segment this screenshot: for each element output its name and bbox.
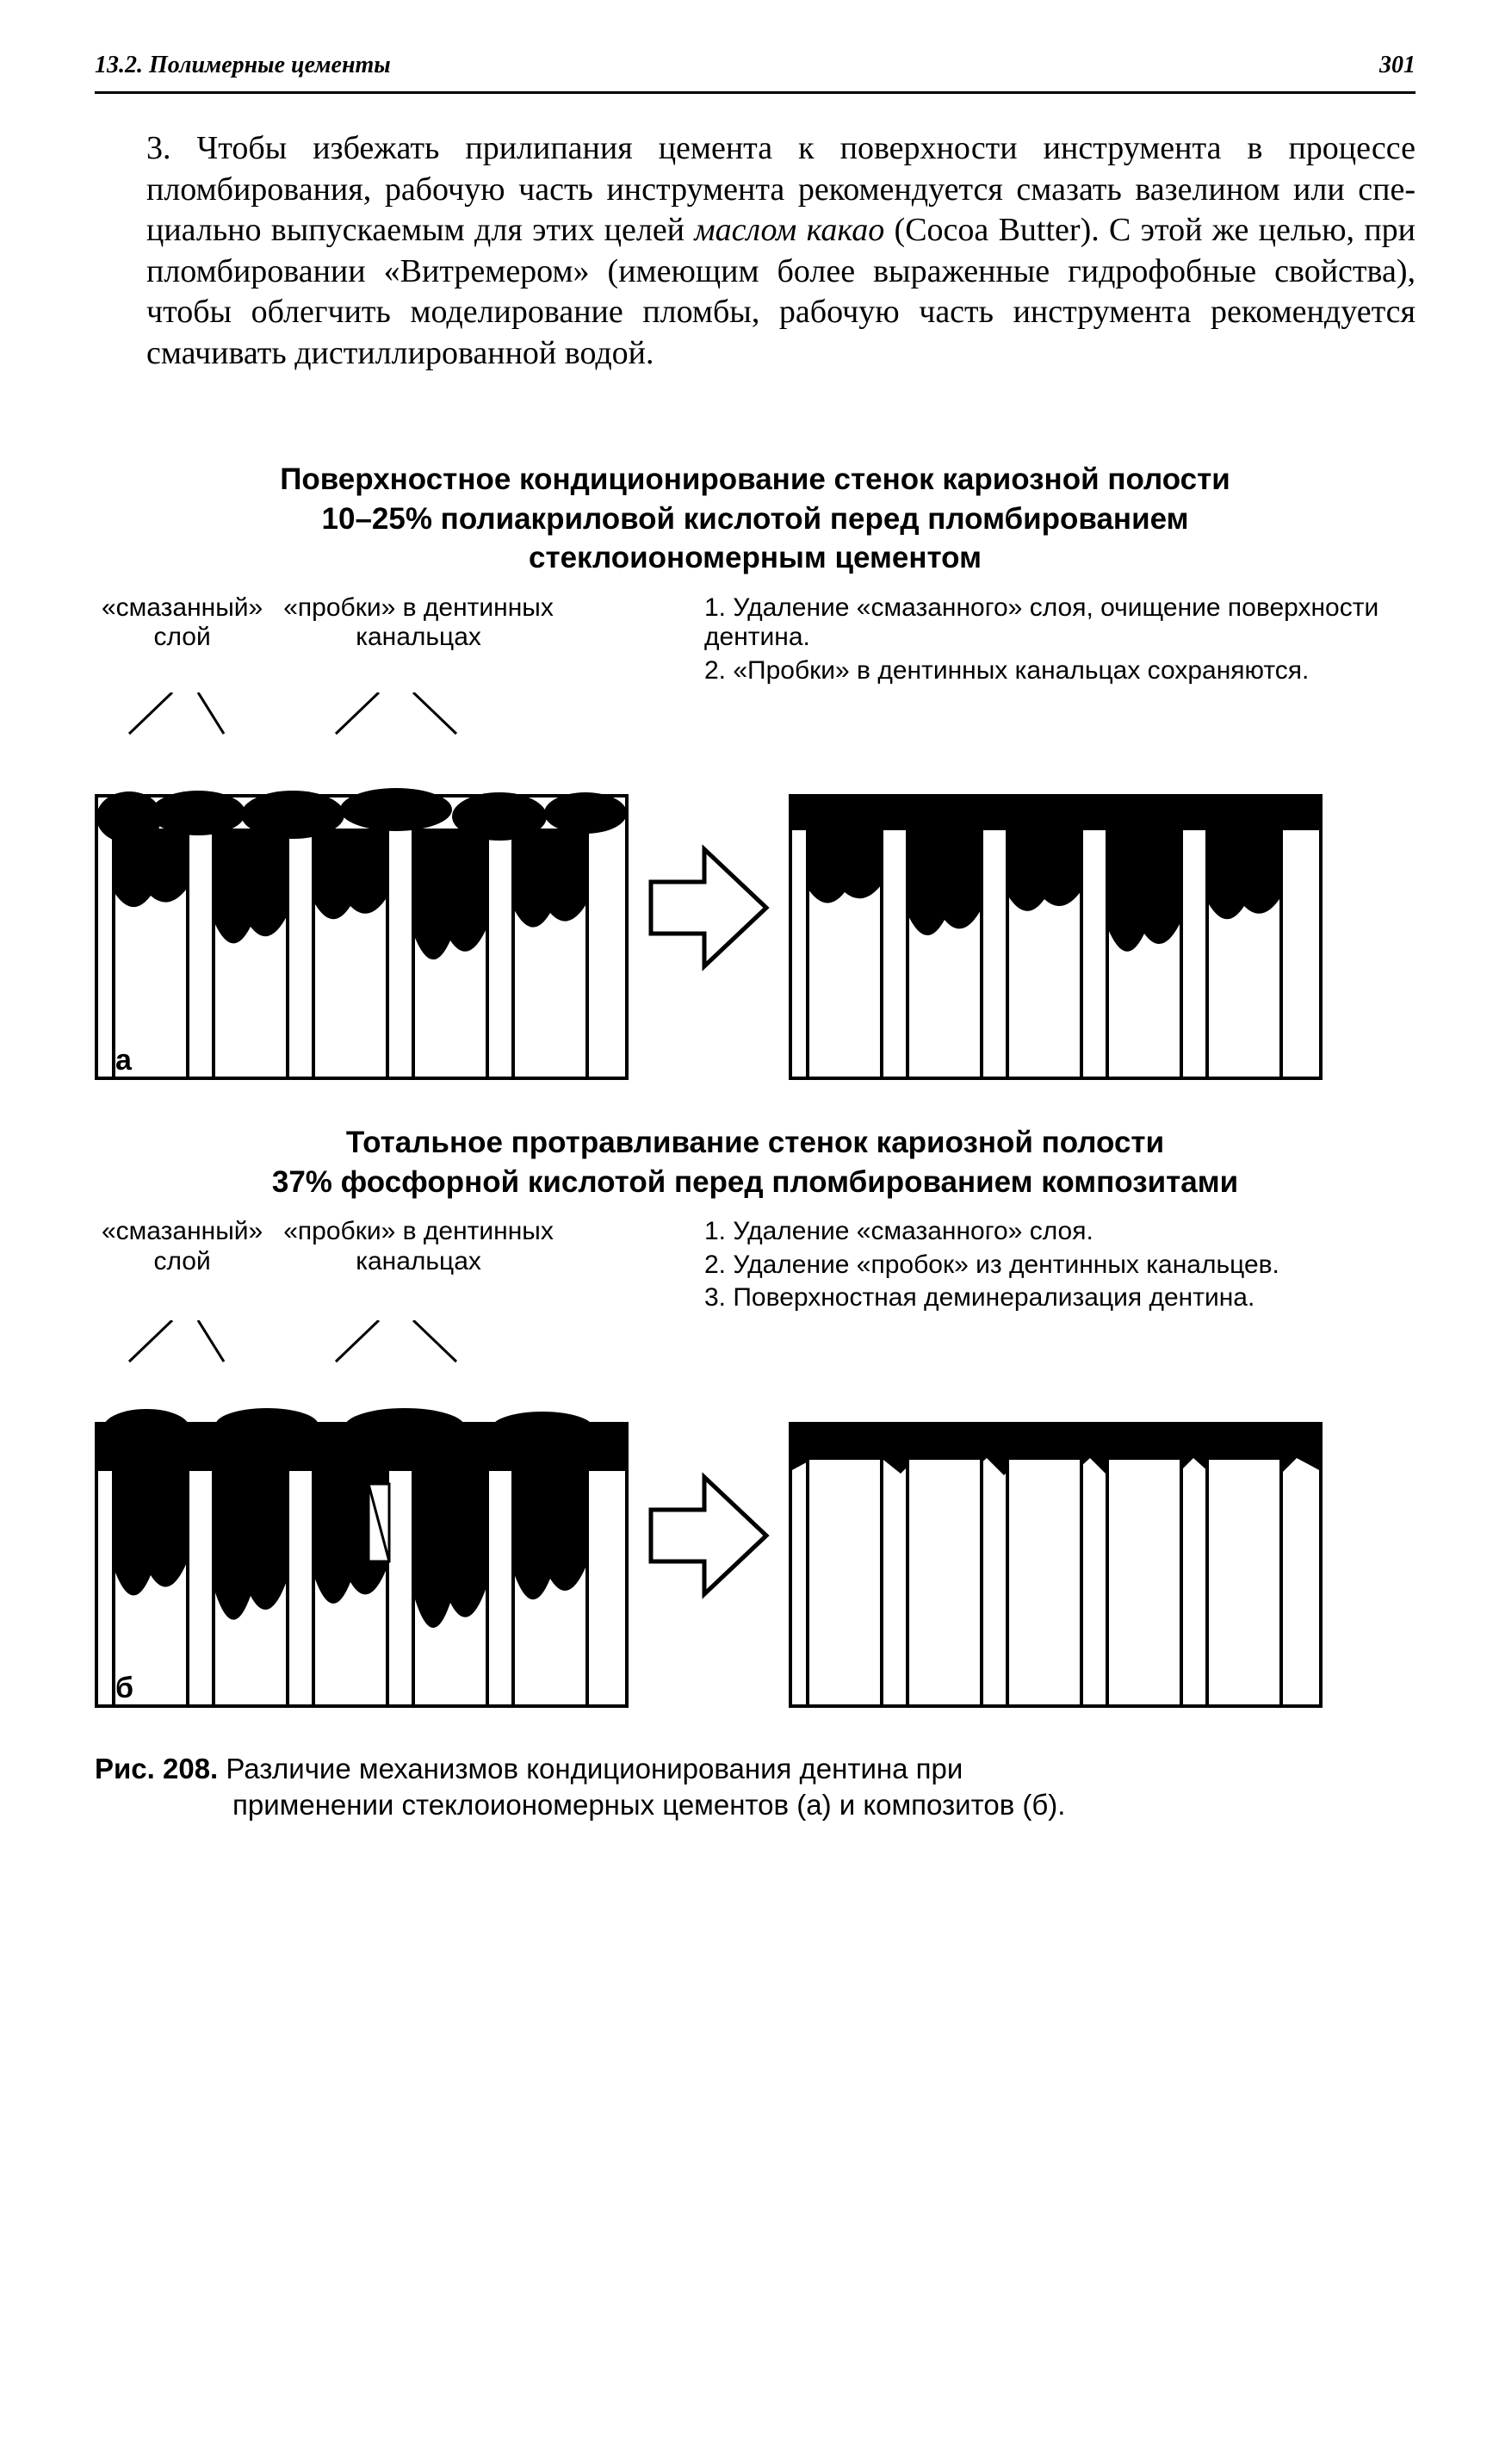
running-header: 13.2. Полимерные цементы 301 (95, 52, 1416, 79)
note-a1: 1. Удаление «смазанного» слоя, очищение … (704, 593, 1416, 653)
smear-l2: слой (153, 623, 210, 651)
section1-title: Поверхностное кондиционирование стенок к… (112, 460, 1398, 578)
panel-letter-b: б (115, 1672, 133, 1704)
figure-caption: Рис. 208. Различие механизмов кондициони… (95, 1751, 1416, 1825)
caption-line2: применении стеклоиономерных цементов (а)… (95, 1787, 1416, 1824)
header-rule (95, 91, 1416, 94)
left-labels-a: «смазанный» слой «пробки» в дентинных ка… (95, 593, 670, 690)
list-number: 3. (146, 130, 171, 166)
section-name: 13.2. Полимерные цементы (95, 52, 391, 79)
note-b3: 3. Поверхностная деминерализа­ция дентин… (704, 1283, 1416, 1313)
fig-label: Рис. 208. (95, 1753, 218, 1784)
dentin-after-b-icon (789, 1363, 1323, 1708)
right-notes-b: 1. Удаление «смазанного» слоя. 2. Удален… (670, 1217, 1416, 1317)
section1-title-l2: 10–25% полиакриловой кислотой перед плом… (322, 502, 1189, 536)
pointer-lines-icon (95, 692, 663, 735)
body-em: маслом какао (694, 212, 884, 248)
labels-row-b: «смазанный» слой «пробки» в дентинных ка… (95, 1217, 1416, 1317)
plugs-l1: «пробки» в дентинных (283, 593, 554, 622)
diagram-block-b: «смазанный» слой «пробки» в дентинных ка… (95, 1217, 1416, 1708)
diagram-block-a: «смазанный» слой «пробки» в дентинных ка… (95, 593, 1416, 1081)
panel-letter-a: а (115, 1044, 133, 1077)
section1-title-l1: Поверхностное кондиционирование стенок к… (280, 462, 1230, 496)
right-notes-a: 1. Удаление «смазанного» слоя, очищение … (670, 593, 1416, 690)
dentin-before-a-icon: а (95, 735, 629, 1080)
smear-b-l2: слой (153, 1247, 210, 1275)
left-labels-b: «смазанный» слой «пробки» в дентинных ка… (95, 1217, 670, 1317)
plugs-label: «пробки» в дентинных канальцах (283, 593, 554, 690)
pointer-row-a (95, 692, 1416, 735)
dentin-before-b-icon: б (95, 1363, 629, 1708)
plugs-l2: канальцах (356, 623, 481, 651)
pointer-row-b (95, 1320, 1416, 1363)
panels-b: б (95, 1363, 1416, 1708)
body-paragraph: 3. Чтобы избежать прилипания цемента к п… (146, 128, 1416, 374)
plugs-b-l1: «пробки» в дентинных (283, 1217, 554, 1245)
smear-l1: «смазанный» (102, 593, 263, 622)
caption-line1: Различие механизмов кондиционирования де… (218, 1753, 963, 1784)
page-number: 301 (1379, 52, 1416, 79)
section2-title-l1: Тотальное протравливание стенок кариозно… (346, 1126, 1164, 1159)
labels-row-a: «смазанный» слой «пробки» в дентинных ка… (95, 593, 1416, 690)
plugs-b-l2: канальцах (356, 1247, 481, 1275)
smear-b-l1: «смазанный» (102, 1217, 263, 1245)
note-b1: 1. Удаление «смазанного» слоя. (704, 1217, 1416, 1247)
note-b2: 2. Удаление «пробок» из дентинных каналь… (704, 1251, 1416, 1281)
pointer-lines-b-icon (95, 1320, 663, 1363)
note-a2: 2. «Пробки» в дентинных канальцах сохран… (704, 656, 1416, 686)
section2-title: Тотальное протравливание стенок кариозно… (112, 1123, 1398, 1201)
section2-title-l2: 37% фосфорной кислотой перед пломбирован… (272, 1165, 1238, 1199)
section1-title-l3: стеклоиономерным цементом (529, 541, 982, 574)
arrow-right-b-icon (644, 1467, 773, 1604)
dentin-after-a-icon (789, 735, 1323, 1080)
plugs-label-b: «пробки» в дентинных канальцах (283, 1217, 554, 1317)
panels-a: а (95, 735, 1416, 1080)
arrow-right-icon (644, 839, 773, 977)
smear-layer-label-b: «смазанный» слой (102, 1217, 263, 1317)
smear-layer-label: «смазанный» слой (102, 593, 263, 690)
